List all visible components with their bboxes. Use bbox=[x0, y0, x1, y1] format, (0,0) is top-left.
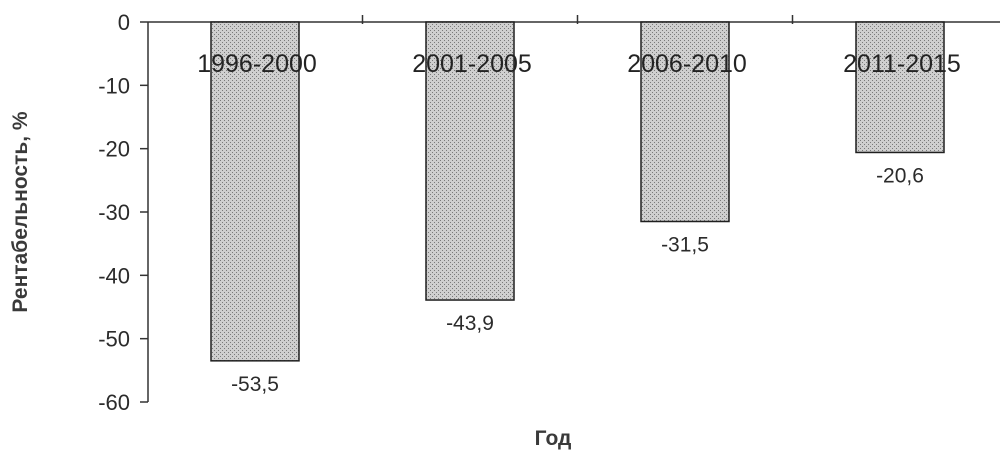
x-axis-title: Год bbox=[535, 427, 572, 450]
bar-2006-2010 bbox=[640, 21, 730, 223]
bar-1996-2000 bbox=[210, 21, 300, 362]
bar-2001-2005 bbox=[425, 21, 515, 301]
y-tick-label: -50 bbox=[98, 327, 130, 352]
value-label: -43,9 bbox=[446, 312, 494, 335]
category-label: 2001-2005 bbox=[412, 50, 532, 78]
axes: 0 -10 -20 -30 -40 -50 -60 bbox=[98, 10, 1000, 415]
category-label: 2006-2010 bbox=[627, 50, 747, 78]
y-tick-label: -20 bbox=[98, 137, 130, 162]
y-tick-label: 0 bbox=[118, 10, 130, 35]
bars bbox=[210, 21, 945, 362]
y-tick-label: -40 bbox=[98, 263, 130, 288]
bar-2011-2015 bbox=[855, 21, 945, 154]
labels: 1996-2000 -53,5 2001-2005 -43,9 2006-2010 -31… bbox=[197, 50, 961, 396]
value-label: -53,5 bbox=[231, 373, 279, 396]
value-label: -31,5 bbox=[661, 234, 709, 257]
category-label: 2011-2015 bbox=[843, 50, 961, 78]
y-tick-label: -10 bbox=[98, 73, 130, 98]
y-axis-title: Рентабельность, % bbox=[9, 111, 32, 312]
category-label: 1996-2000 bbox=[197, 50, 317, 78]
y-tick-label: -60 bbox=[98, 390, 130, 415]
value-label: -20,6 bbox=[876, 164, 924, 187]
y-tick-label: -30 bbox=[98, 200, 130, 225]
